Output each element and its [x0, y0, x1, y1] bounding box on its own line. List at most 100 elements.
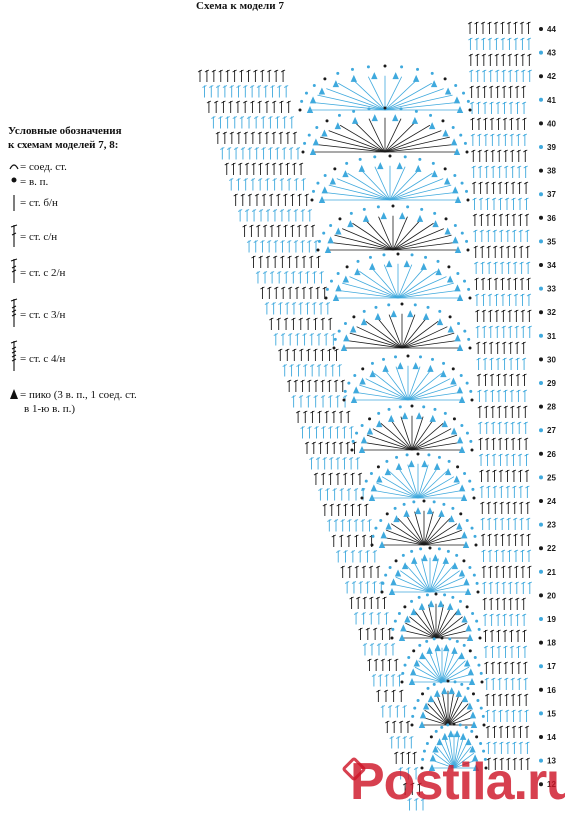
left-panel-stitch-bar [300, 240, 305, 243]
picot-mark [332, 294, 340, 301]
right-panel-stitch-bar [510, 421, 515, 425]
picot-mark [318, 196, 326, 203]
right-panel-stitch-bar [525, 229, 530, 233]
right-panel-stitch-bar [490, 133, 495, 137]
left-panel-stitch-bar [264, 100, 270, 104]
picot-mark [470, 721, 478, 728]
left-panel-stitch-bar [281, 286, 286, 290]
chain-dot [448, 315, 452, 319]
picot-mark [458, 484, 466, 492]
picot-mark [393, 515, 400, 523]
row-number: 34 [547, 261, 556, 270]
chain-dot [342, 398, 346, 402]
right-panel-stitch-bar [485, 453, 490, 457]
right-panel-stitch-bar [474, 293, 480, 297]
chain-dot [377, 411, 381, 415]
left-panel-stitch-bar [297, 224, 302, 228]
picot-mark [444, 87, 452, 95]
left-panel-stitch-bar [338, 410, 344, 414]
fan-ray [447, 694, 460, 726]
right-panel-stitch-bar [482, 357, 488, 361]
left-panel-stitch-bar [235, 100, 241, 104]
picot-mark [436, 318, 444, 326]
right-panel-stitch-bar [480, 21, 486, 25]
chain-dot [421, 692, 425, 696]
left-panel-stitch-bar [332, 488, 337, 491]
row-number: 38 [547, 167, 556, 176]
right-panel-stitch-bar [477, 389, 482, 393]
picot-mark [418, 602, 426, 610]
left-panel-stitch-bar [231, 162, 236, 166]
row-number: 29 [547, 379, 556, 388]
right-panel-stitch-bar [512, 261, 518, 265]
chain-dot [451, 126, 455, 130]
left-panel-stitch-bar [273, 69, 279, 73]
fan-ray [345, 339, 403, 349]
fan-ray [441, 655, 462, 683]
left-panel-stitch-bar [391, 720, 397, 724]
right-panel-stitch-bar [515, 357, 520, 361]
chain-dot [451, 506, 455, 510]
fan-ray [376, 316, 403, 349]
fan-ray [378, 216, 394, 251]
right-panel-stitch-bar [504, 677, 509, 681]
right-panel-stitch-bar [485, 469, 491, 473]
left-panel-stitch-bar [276, 271, 282, 274]
right-panel-stitch-bar [487, 533, 492, 537]
fan-ray [435, 604, 444, 639]
fan-ray [347, 172, 391, 201]
row-marker-dot [539, 664, 543, 669]
chain-dot [467, 287, 471, 291]
left-panel-stitch-bar [228, 100, 233, 104]
chain-dot [380, 590, 384, 594]
right-panel-stitch-bar [487, 549, 493, 553]
left-panel-stitch-bar [221, 100, 226, 104]
chain-dot [360, 424, 364, 428]
right-panel-stitch-bar [488, 565, 493, 569]
left-panel-stitch-bar [340, 379, 345, 383]
fan-ray [392, 222, 434, 251]
right-panel-stitch-bar [481, 309, 487, 313]
left-panel-stitch-bar [397, 674, 402, 677]
row-marker-dot [539, 617, 543, 621]
legend-heading-line1: Условные обозначения [8, 125, 122, 137]
chain-dot [370, 361, 374, 365]
right-panel-stitch-bar [512, 757, 517, 761]
left-panel-stitch-bar [280, 255, 285, 259]
left-panel-stitch-bar [247, 147, 252, 150]
left-panel-stitch-bar [260, 69, 265, 73]
chain-dot [459, 374, 463, 378]
right-panel-stitch-bar [493, 501, 498, 505]
right-panel-stitch-bar [517, 421, 522, 425]
right-panel-stitch-bar [527, 53, 532, 57]
picot-mark [334, 122, 342, 130]
row-number: 37 [547, 190, 556, 199]
chain-dot [325, 119, 329, 123]
fan-ray [367, 76, 386, 111]
fan-ray [392, 228, 444, 251]
right-panel-stitch-bar [480, 533, 486, 537]
right-panel-stitch-bar [502, 597, 507, 601]
picot-mark [472, 764, 480, 771]
chain-stitch-icon [8, 175, 20, 189]
chain-dot [418, 643, 422, 647]
left-panel-stitch-bar [382, 596, 387, 600]
right-panel-stitch-bar [485, 725, 491, 729]
picot-mark [452, 186, 459, 194]
left-panel-stitch-bar [286, 178, 292, 181]
left-panel-stitch-bar [232, 69, 237, 73]
picot-mark [429, 414, 436, 422]
right-panel-stitch-bar [510, 693, 516, 697]
picot-mark [335, 284, 342, 292]
fan-ray [412, 674, 443, 683]
fan-ray [411, 441, 461, 451]
picot-mark [427, 695, 435, 703]
chain-dot [469, 389, 473, 393]
fan-ray [392, 234, 452, 251]
picot-mark [312, 138, 320, 146]
right-panel-stitch-bar [506, 501, 511, 505]
left-panel-stitch-bar [376, 689, 381, 693]
left-panel-stitch-bar [229, 178, 234, 181]
fan-ray [414, 611, 437, 639]
left-panel-stitch-bar [295, 147, 301, 150]
